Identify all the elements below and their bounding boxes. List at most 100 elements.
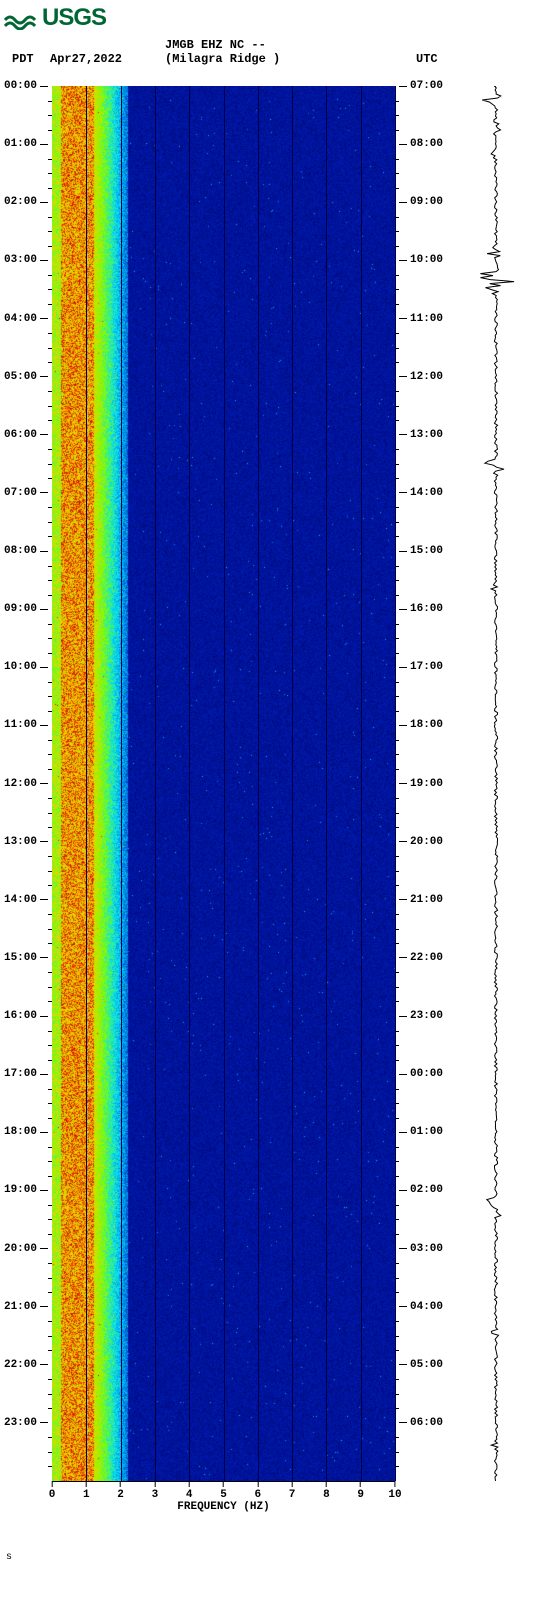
minor-tick: [48, 231, 52, 232]
minor-tick: [48, 275, 52, 276]
left-time-tick: 08:00: [4, 545, 48, 557]
minor-tick: [48, 391, 52, 392]
minor-tick: [48, 1045, 52, 1046]
minor-tick: [48, 987, 52, 988]
right-time-tick: 02:00: [399, 1184, 443, 1196]
seismogram-svg: [472, 86, 520, 1481]
left-time-tick: 12:00: [4, 778, 48, 790]
frequency-axis: 012345678910 FREQUENCY (HZ): [52, 1481, 395, 1521]
minor-tick: [395, 1336, 399, 1337]
minor-tick: [48, 856, 52, 857]
minor-tick: [395, 478, 399, 479]
minor-tick: [48, 943, 52, 944]
seismogram-trace: [472, 86, 520, 1481]
right-time-tick: 00:00: [399, 1068, 443, 1080]
x-tick: 4: [186, 1481, 193, 1501]
left-time-tick: 20:00: [4, 1243, 48, 1255]
x-tick: 10: [388, 1481, 401, 1501]
minor-tick: [395, 624, 399, 625]
footer-char: s: [6, 1552, 12, 1563]
minor-tick: [395, 1089, 399, 1090]
minor-tick: [395, 638, 399, 639]
right-time-tick: 19:00: [399, 778, 443, 790]
minor-tick: [395, 406, 399, 407]
minor-tick: [48, 1089, 52, 1090]
left-time-tick: 06:00: [4, 429, 48, 441]
minor-tick: [48, 1176, 52, 1177]
left-time-tick: 14:00: [4, 894, 48, 906]
minor-tick: [48, 696, 52, 697]
left-time-tick: 21:00: [4, 1301, 48, 1313]
minor-tick: [48, 682, 52, 683]
right-time-tick: 05:00: [399, 1359, 443, 1371]
minor-tick: [48, 217, 52, 218]
minor-tick: [395, 464, 399, 465]
minor-tick: [48, 871, 52, 872]
minor-tick: [395, 449, 399, 450]
left-time-tick: 02:00: [4, 196, 48, 208]
x-tick: 0: [49, 1481, 56, 1501]
minor-tick: [48, 1408, 52, 1409]
minor-tick: [395, 885, 399, 886]
minor-tick: [395, 813, 399, 814]
minor-tick: [48, 1452, 52, 1453]
minor-tick: [395, 827, 399, 828]
minor-tick: [395, 522, 399, 523]
minor-tick: [48, 246, 52, 247]
left-time-tick: 19:00: [4, 1184, 48, 1196]
minor-tick: [48, 304, 52, 305]
left-time-tick: 03:00: [4, 254, 48, 266]
left-time-tick: 04:00: [4, 313, 48, 325]
minor-tick: [395, 871, 399, 872]
minor-tick: [48, 1103, 52, 1104]
left-time-tick: 18:00: [4, 1126, 48, 1138]
minor-tick: [48, 885, 52, 886]
minor-tick: [395, 362, 399, 363]
minor-tick: [395, 217, 399, 218]
minor-tick: [395, 304, 399, 305]
minor-tick: [395, 1234, 399, 1235]
minor-tick: [48, 1292, 52, 1293]
gridline: [361, 86, 362, 1481]
left-time-tick: 17:00: [4, 1068, 48, 1080]
minor-tick: [395, 1045, 399, 1046]
x-tick: 7: [289, 1481, 296, 1501]
minor-tick: [48, 362, 52, 363]
minor-tick: [395, 696, 399, 697]
minor-tick: [48, 536, 52, 537]
minor-tick: [395, 536, 399, 537]
right-time-tick: 13:00: [399, 429, 443, 441]
left-time-tick: 11:00: [4, 719, 48, 731]
minor-tick: [48, 813, 52, 814]
minor-tick: [48, 1234, 52, 1235]
minor-tick: [395, 1060, 399, 1061]
left-time-tick: 23:00: [4, 1417, 48, 1429]
minor-tick: [395, 1031, 399, 1032]
x-tick: 9: [357, 1481, 364, 1501]
right-time-tick: 12:00: [399, 371, 443, 383]
gridline: [121, 86, 122, 1481]
right-time-tick: 08:00: [399, 138, 443, 150]
left-time-tick: 01:00: [4, 138, 48, 150]
minor-tick: [48, 522, 52, 523]
minor-tick: [395, 566, 399, 567]
right-time-tick: 14:00: [399, 487, 443, 499]
left-time-tick: 13:00: [4, 836, 48, 848]
minor-tick: [395, 1103, 399, 1104]
minor-tick: [395, 987, 399, 988]
left-time-tick: 09:00: [4, 603, 48, 615]
right-time-tick: 23:00: [399, 1010, 443, 1022]
minor-tick: [395, 1408, 399, 1409]
minor-tick: [48, 115, 52, 116]
minor-tick: [395, 1001, 399, 1002]
minor-tick: [395, 1350, 399, 1351]
right-time-axis: 07:0008:0009:0010:0011:0012:0013:0014:00…: [395, 86, 455, 1481]
minor-tick: [48, 827, 52, 828]
x-tick: 3: [152, 1481, 159, 1501]
minor-tick: [48, 101, 52, 102]
minor-tick: [395, 1278, 399, 1279]
minor-tick: [48, 1394, 52, 1395]
right-time-tick: 21:00: [399, 894, 443, 906]
minor-tick: [395, 1205, 399, 1206]
minor-tick: [395, 740, 399, 741]
